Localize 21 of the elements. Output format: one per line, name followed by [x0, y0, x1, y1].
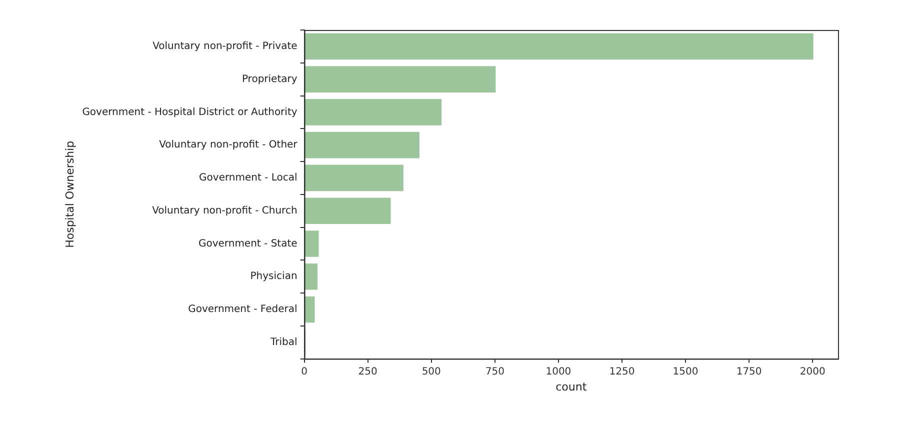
x-tick-label: 0	[301, 366, 308, 378]
y-tick-label: Proprietary	[242, 74, 298, 85]
y-tick-label: Government - Federal	[188, 304, 298, 316]
y-tick-label: Voluntary non-profit - Church	[152, 205, 298, 216]
x-tick-label: 1250	[609, 366, 635, 378]
x-tick-label: 2000	[800, 366, 826, 378]
y-tick-label: Voluntary non-profit - Private	[152, 41, 298, 52]
y-tick-label: Government - Local	[199, 172, 298, 184]
y-tick-label: Tribal	[270, 336, 298, 348]
y-tick-label: Voluntary non-profit - Other	[159, 140, 298, 151]
x-tick-label: 1000	[546, 366, 572, 378]
y-tick-label: Government - Hospital District or Authority	[82, 106, 298, 118]
x-tick-label: 250	[358, 366, 378, 378]
x-tick-label: 1750	[736, 366, 762, 378]
x-tick-label: 1500	[672, 366, 698, 378]
x-axis-title: count	[556, 380, 588, 394]
x-tick-label: 750	[485, 366, 504, 378]
y-axis-title: Hospital Ownership	[63, 140, 76, 248]
y-tick-label: Government - State	[198, 238, 298, 250]
x-tick-label: 500	[422, 366, 441, 378]
y-tick-label: Physician	[250, 271, 298, 282]
